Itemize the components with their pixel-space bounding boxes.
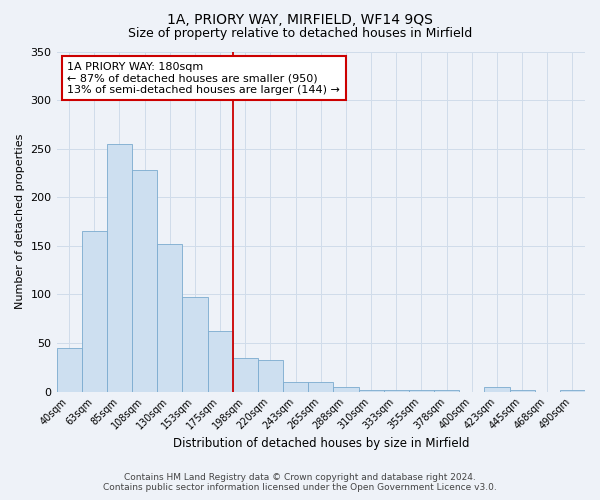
Text: Contains HM Land Registry data © Crown copyright and database right 2024.
Contai: Contains HM Land Registry data © Crown c… (103, 473, 497, 492)
Bar (233, 358, 258, 392)
Bar (157, 244, 182, 392)
Bar (409, 390, 434, 392)
Bar (434, 390, 459, 392)
X-axis label: Distribution of detached houses by size in Mirfield: Distribution of detached houses by size … (173, 437, 469, 450)
Y-axis label: Number of detached properties: Number of detached properties (15, 134, 25, 310)
Bar (258, 360, 283, 392)
Bar (560, 390, 585, 392)
Bar (182, 298, 208, 392)
Bar (56, 348, 82, 392)
Text: 1A, PRIORY WAY, MIRFIELD, WF14 9QS: 1A, PRIORY WAY, MIRFIELD, WF14 9QS (167, 12, 433, 26)
Bar (383, 390, 409, 392)
Text: Size of property relative to detached houses in Mirfield: Size of property relative to detached ho… (128, 28, 472, 40)
Bar (359, 390, 383, 392)
Text: 1A PRIORY WAY: 180sqm
← 87% of detached houses are smaller (950)
13% of semi-det: 1A PRIORY WAY: 180sqm ← 87% of detached … (67, 62, 340, 95)
Bar (308, 382, 334, 392)
Bar (208, 332, 233, 392)
Bar (132, 170, 157, 392)
Bar (484, 387, 509, 392)
Bar (283, 382, 308, 392)
Bar (509, 390, 535, 392)
Bar (334, 387, 359, 392)
Bar (82, 232, 107, 392)
Bar (107, 144, 132, 392)
